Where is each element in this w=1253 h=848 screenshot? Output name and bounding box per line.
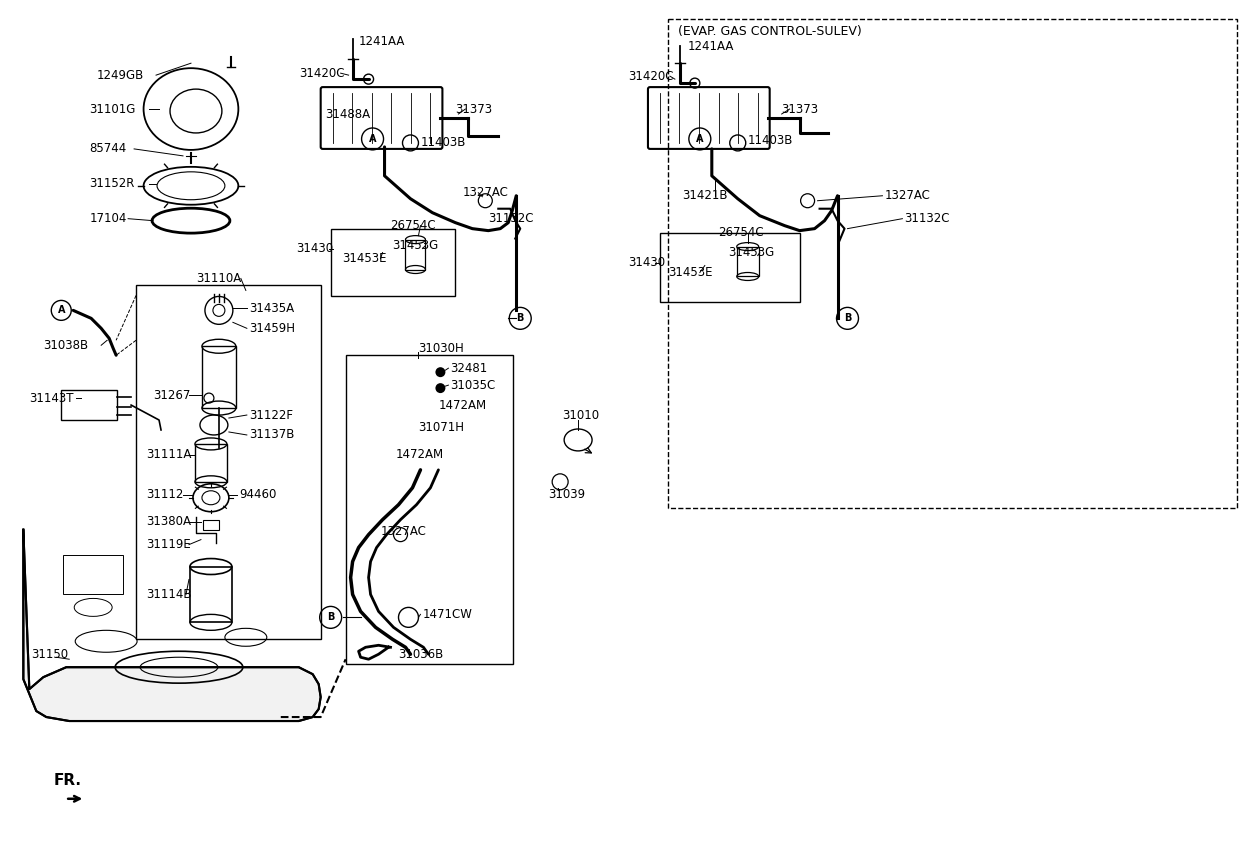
Bar xyxy=(137,286,321,639)
Text: 1327AC: 1327AC xyxy=(381,525,426,538)
Text: 26754C: 26754C xyxy=(718,226,763,239)
Text: 31267: 31267 xyxy=(153,388,190,402)
Text: 1471CW: 1471CW xyxy=(422,608,472,621)
Text: 31453G: 31453G xyxy=(728,246,774,259)
Bar xyxy=(202,346,236,408)
Bar xyxy=(331,229,455,297)
Text: 31150: 31150 xyxy=(31,648,69,661)
Bar xyxy=(346,355,514,664)
Text: 31035C: 31035C xyxy=(450,378,496,392)
Polygon shape xyxy=(24,530,321,721)
Text: 31453E: 31453E xyxy=(342,252,387,265)
Text: 31435A: 31435A xyxy=(249,302,294,315)
Text: 31152R: 31152R xyxy=(89,177,134,190)
Text: 1249GB: 1249GB xyxy=(96,69,143,81)
Text: FR.: FR. xyxy=(54,773,81,789)
Text: 1327AC: 1327AC xyxy=(462,187,509,199)
Text: B: B xyxy=(843,314,851,323)
Text: 1472AM: 1472AM xyxy=(396,449,444,461)
Text: B: B xyxy=(516,314,524,323)
Text: 31038B: 31038B xyxy=(44,338,89,352)
Text: 26754C: 26754C xyxy=(391,219,436,232)
Text: 31420C: 31420C xyxy=(628,70,674,82)
Text: 31420C: 31420C xyxy=(298,67,345,80)
Text: 31421B: 31421B xyxy=(682,189,728,203)
Bar xyxy=(406,240,426,270)
Text: 31453E: 31453E xyxy=(668,266,713,279)
Text: 31373: 31373 xyxy=(455,103,492,115)
Text: A: A xyxy=(368,134,376,144)
Text: 1241AA: 1241AA xyxy=(358,35,405,47)
Bar xyxy=(668,20,1237,508)
Text: A: A xyxy=(697,134,704,144)
Text: 31036B: 31036B xyxy=(398,648,444,661)
Text: 11403B: 11403B xyxy=(421,137,466,149)
Text: 31459H: 31459H xyxy=(249,321,294,335)
Text: 31132C: 31132C xyxy=(489,212,534,226)
Bar xyxy=(195,444,227,482)
Text: 31122F: 31122F xyxy=(249,409,293,421)
Text: B: B xyxy=(327,612,335,622)
Text: 31030H: 31030H xyxy=(419,342,464,354)
Text: 31112: 31112 xyxy=(147,488,183,501)
Text: 11403B: 11403B xyxy=(748,135,793,148)
Text: 94460: 94460 xyxy=(239,488,276,501)
Text: 31137B: 31137B xyxy=(249,428,294,442)
Text: 31430: 31430 xyxy=(628,256,665,269)
Text: 31143T: 31143T xyxy=(29,392,74,404)
Text: 31119E: 31119E xyxy=(147,538,190,551)
Text: 31039: 31039 xyxy=(548,488,585,501)
Text: 1472AM: 1472AM xyxy=(439,399,486,411)
Text: 17104: 17104 xyxy=(89,212,127,226)
Bar xyxy=(190,566,232,622)
Text: 31114B: 31114B xyxy=(147,588,192,601)
Text: 1327AC: 1327AC xyxy=(885,189,930,203)
Bar xyxy=(737,247,759,276)
Circle shape xyxy=(436,383,445,393)
Text: (EVAP. GAS CONTROL-SULEV): (EVAP. GAS CONTROL-SULEV) xyxy=(678,25,862,38)
Text: 31010: 31010 xyxy=(563,409,599,421)
Text: 31373: 31373 xyxy=(782,103,818,115)
Bar xyxy=(63,555,123,594)
Text: 31110A: 31110A xyxy=(195,272,242,285)
Text: 31071H: 31071H xyxy=(419,421,465,434)
Text: 31380A: 31380A xyxy=(147,516,190,528)
Text: 31430: 31430 xyxy=(296,242,333,255)
Bar xyxy=(203,520,219,530)
Text: 32481: 32481 xyxy=(450,362,487,375)
Circle shape xyxy=(436,367,445,377)
Text: 1241AA: 1241AA xyxy=(688,40,734,53)
Text: 31111A: 31111A xyxy=(147,449,192,461)
Text: 31453G: 31453G xyxy=(392,239,439,252)
Bar xyxy=(61,390,117,420)
Text: 85744: 85744 xyxy=(89,142,127,155)
Text: A: A xyxy=(58,305,65,315)
Text: 31132C: 31132C xyxy=(905,212,950,226)
Text: 31488A: 31488A xyxy=(326,108,371,120)
Bar xyxy=(660,232,799,303)
Text: 31101G: 31101G xyxy=(89,103,135,115)
